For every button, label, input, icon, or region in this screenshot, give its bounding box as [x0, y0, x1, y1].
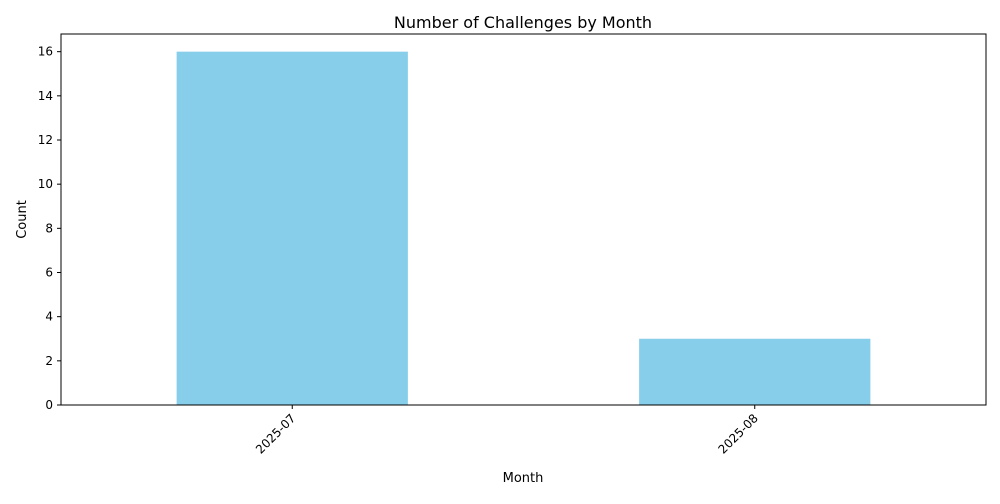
y-tick-label: 8	[45, 221, 53, 235]
plot-area-frame	[60, 33, 987, 406]
x-tick-label: 2025-08	[716, 411, 761, 456]
y-tick-label: 6	[45, 266, 53, 280]
y-tick-label: 10	[38, 177, 53, 191]
chart-title: Number of Challenges by Month	[394, 13, 652, 32]
y-tick-label: 0	[45, 398, 53, 412]
y-axis-ticks: 0 2 4 6 8 10 12 14 16	[38, 45, 61, 412]
x-axis-ticks: 2025-07 2025-08	[253, 405, 761, 457]
bar-2025-07	[176, 51, 408, 406]
y-tick-label: 4	[45, 310, 53, 324]
bar-2025-08	[639, 338, 871, 405]
y-tick-label: 16	[38, 45, 53, 59]
x-axis-label: Month	[503, 471, 544, 486]
bars-layer	[176, 51, 871, 406]
y-tick-label: 2	[45, 354, 53, 368]
y-tick-label: 14	[38, 89, 53, 103]
y-axis-label: Count	[15, 200, 30, 239]
x-tick-label: 2025-07	[253, 411, 298, 456]
y-tick-label: 12	[38, 133, 53, 147]
